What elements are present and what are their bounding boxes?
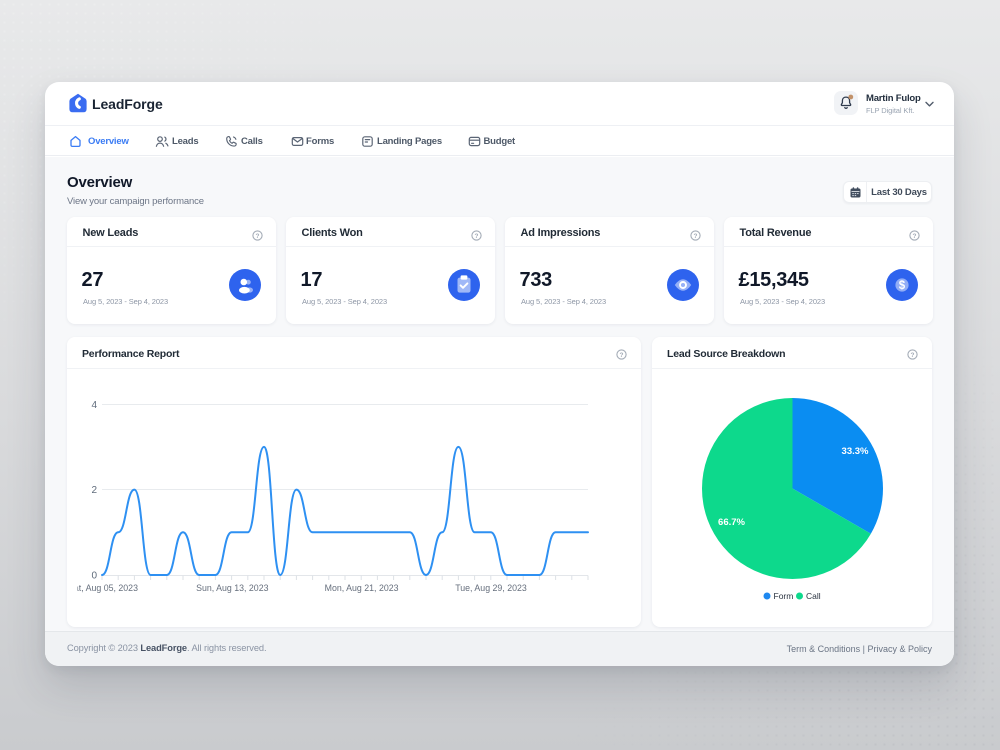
svg-text:66.7%: 66.7% xyxy=(718,517,745,528)
svg-text:Mon, Aug 21, 2023: Mon, Aug 21, 2023 xyxy=(325,583,399,593)
svg-text:Sun, Aug 13, 2023: Sun, Aug 13, 2023 xyxy=(196,583,269,593)
svg-text:Tue, Aug 29, 2023: Tue, Aug 29, 2023 xyxy=(455,583,527,593)
svg-text:Sat, Aug 05, 2023: Sat, Aug 05, 2023 xyxy=(68,583,138,593)
svg-text:4: 4 xyxy=(91,400,97,411)
svg-text:$: $ xyxy=(899,280,906,292)
svg-text:Form: Form xyxy=(774,591,794,601)
svg-text:?: ? xyxy=(255,233,259,240)
svg-text:?: ? xyxy=(912,233,916,240)
svg-text:Call: Call xyxy=(806,591,821,601)
svg-text:?: ? xyxy=(911,352,915,359)
svg-text:2: 2 xyxy=(91,485,97,496)
svg-text:?: ? xyxy=(693,233,697,240)
svg-text:33.3%: 33.3% xyxy=(842,446,869,457)
svg-text:?: ? xyxy=(620,352,624,359)
svg-text:0: 0 xyxy=(91,571,97,582)
svg-text:?: ? xyxy=(474,233,478,240)
